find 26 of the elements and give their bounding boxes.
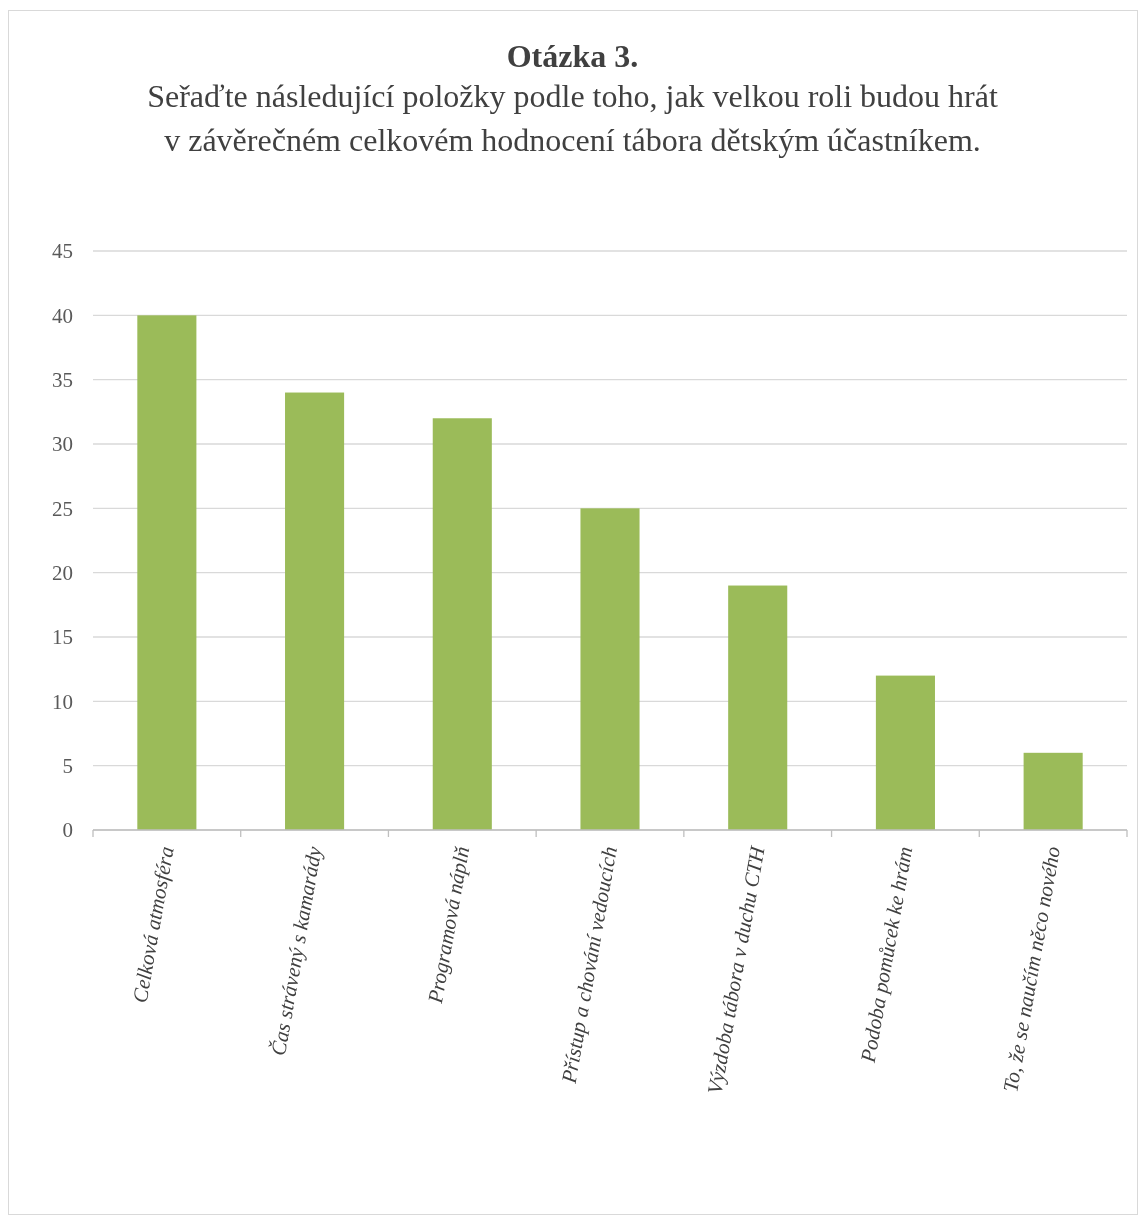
x-tick-label: To, že se naučím něco nového — [998, 844, 1066, 1094]
y-tick-label: 5 — [62, 753, 73, 778]
bar — [137, 315, 197, 830]
y-tick-label: 40 — [52, 303, 73, 328]
x-tick-label: Čas strávený s kamarády — [266, 844, 327, 1058]
bar — [875, 675, 935, 830]
x-tick-label: Výzdoba tábora v duchu CTH — [702, 842, 770, 1096]
y-tick-label: 0 — [62, 818, 73, 843]
y-tick-label: 35 — [52, 367, 73, 392]
chart-subtitle: Seřaďte následující položky podle toho, jak velkou roli budou hrát v závěrečném celkovém hodnocení tábora dětským účastníkem. — [146, 77, 999, 160]
y-tick-label: 25 — [52, 496, 73, 521]
bar — [285, 392, 345, 830]
bar — [580, 508, 640, 830]
y-tick-label: 45 — [52, 239, 73, 264]
y-tick-label: 20 — [52, 560, 73, 585]
bar — [432, 418, 492, 830]
y-tick-label: 15 — [52, 625, 73, 650]
x-tick-label: Programová náplň — [422, 844, 475, 1006]
y-tick-label: 10 — [52, 689, 73, 714]
y-tick-label: 30 — [52, 432, 73, 457]
x-tick-label: Podoba pomůcek ke hrám — [855, 844, 918, 1066]
bar — [1023, 752, 1083, 830]
x-tick-label: Celková atmosféra — [127, 844, 179, 1005]
x-tick-label: Přístup a chování vedoucích — [556, 844, 622, 1086]
chart-title: Otázka 3. — [505, 38, 640, 74]
bar — [728, 585, 788, 830]
